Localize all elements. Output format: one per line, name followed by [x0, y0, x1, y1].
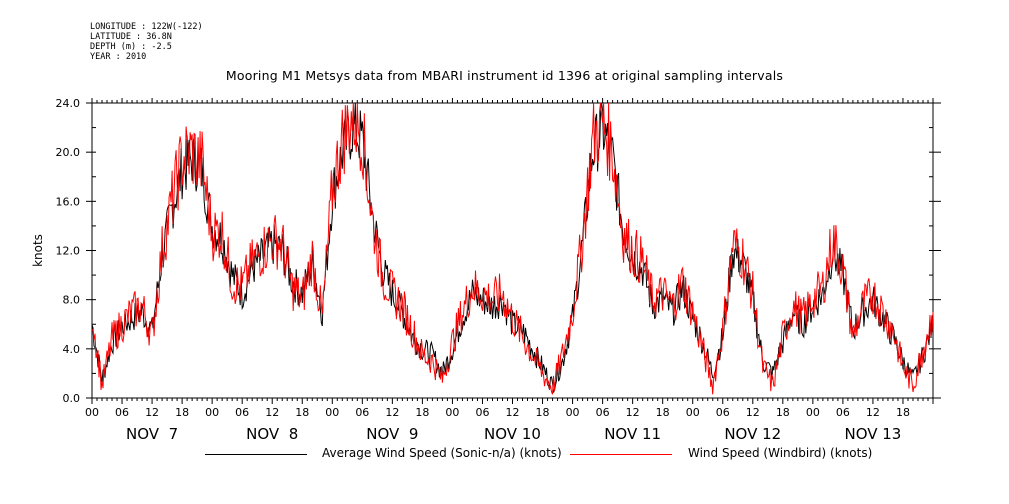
x-hour-label: 18 — [656, 406, 670, 419]
x-hour-label: 00 — [325, 406, 339, 419]
x-hour-label: 12 — [265, 406, 279, 419]
x-hour-label: 06 — [355, 406, 369, 419]
x-hour-label: 12 — [626, 406, 640, 419]
x-hour-label: 00 — [85, 406, 99, 419]
meta-latitude: LATITUDE : 36.8N — [90, 32, 172, 42]
x-day-label: NOV 10 — [484, 425, 541, 443]
x-day-label: NOV 11 — [604, 425, 661, 443]
meta-year: YEAR : 2010 — [90, 52, 147, 62]
y-axis-label: knots — [31, 234, 45, 267]
y-tick-label: 8.0 — [63, 294, 81, 307]
x-hour-label: 18 — [896, 406, 910, 419]
x-hour-label: 18 — [415, 406, 429, 419]
x-hour-label: 06 — [115, 406, 129, 419]
x-day-label: NOV 8 — [246, 425, 298, 443]
legend-label-windbird: Wind Speed (Windbird) (knots) — [688, 446, 873, 460]
y-tick-label: 16.0 — [56, 195, 81, 208]
x-hour-label: 06 — [475, 406, 489, 419]
x-day-label: NOV 12 — [724, 425, 781, 443]
x-hour-label: 18 — [295, 406, 309, 419]
x-hour-label: 06 — [836, 406, 850, 419]
meta-longitude: LONGITUDE : 122W(-122) — [90, 22, 203, 32]
chart-title: Mooring M1 Metsys data from MBARI instru… — [225, 68, 784, 83]
y-tick-label: 20.0 — [56, 146, 81, 159]
x-hour-label: 12 — [866, 406, 880, 419]
y-tick-label: 4.0 — [63, 343, 81, 356]
y-tick-label: 12.0 — [56, 245, 81, 258]
x-hour-label: 18 — [776, 406, 790, 419]
x-hour-label: 00 — [806, 406, 820, 419]
meta-depth: DEPTH (m) : -2.5 — [90, 42, 172, 52]
x-hour-label: 12 — [145, 406, 159, 419]
x-hour-label: 00 — [686, 406, 700, 419]
y-tick-label: 0.0 — [63, 392, 81, 405]
series-line-windbird — [91, 102, 934, 395]
x-hour-label: 12 — [746, 406, 760, 419]
x-hour-label: 18 — [536, 406, 550, 419]
x-hour-label: 06 — [235, 406, 249, 419]
x-hour-label: 06 — [716, 406, 730, 419]
x-day-label: NOV 9 — [366, 425, 418, 443]
x-hour-label: 18 — [175, 406, 189, 419]
series-line-average — [91, 102, 934, 393]
x-hour-label: 12 — [385, 406, 399, 419]
x-day-label: NOV 13 — [844, 425, 901, 443]
legend-swatch-average — [205, 454, 307, 455]
x-hour-label: 00 — [566, 406, 580, 419]
x-hour-label: 00 — [445, 406, 459, 419]
x-hour-label: 00 — [205, 406, 219, 419]
legend-label-average: Average Wind Speed (Sonic-n/a) (knots) — [322, 446, 562, 460]
x-day-label: NOV 7 — [126, 425, 178, 443]
metadata-block: LONGITUDE : 122W(-122) LATITUDE : 36.8N … — [90, 22, 203, 62]
legend-swatch-windbird — [570, 454, 672, 455]
y-tick-label: 24.0 — [56, 97, 81, 110]
x-hour-label: 12 — [506, 406, 520, 419]
plot-frame — [91, 102, 934, 399]
x-hour-label: 06 — [596, 406, 610, 419]
